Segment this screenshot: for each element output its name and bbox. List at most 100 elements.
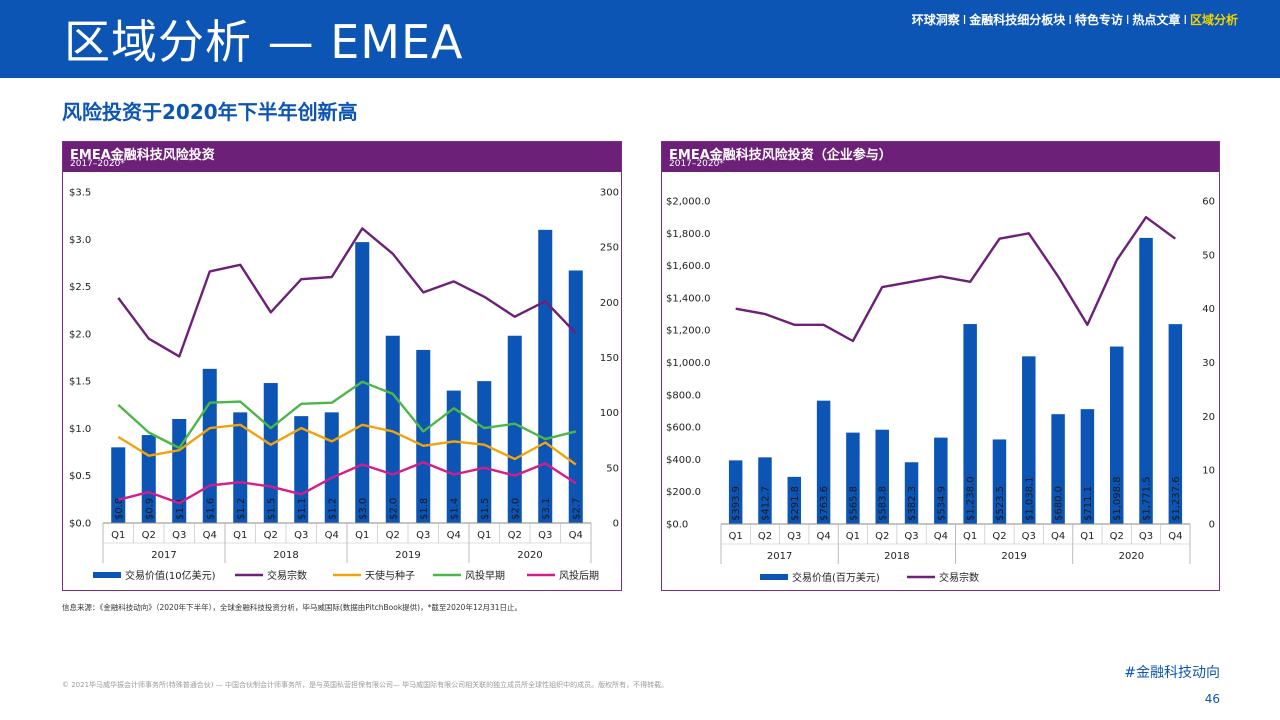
x-tick-label: Q1 — [846, 531, 860, 542]
nav-separator: I — [962, 13, 967, 27]
right-axis-tick-label: 0 — [613, 519, 619, 530]
nav-item[interactable]: 金融科技细分板块 — [969, 13, 1066, 27]
x-tick-label: Q1 — [111, 530, 125, 541]
bar-data-label: $565.8 — [848, 486, 859, 521]
year-label: 2020 — [1119, 551, 1144, 562]
bar — [111, 447, 126, 523]
chart-panel-cvc: EMEA金融科技风险投资（企业参与） 2017–2020* $0.0 $200.0… — [661, 141, 1220, 591]
left-axis-tick-label: $1,600.0 — [666, 261, 711, 272]
x-tick-label: Q1 — [963, 531, 977, 542]
bar — [1022, 356, 1036, 524]
bar — [728, 460, 743, 524]
bar-data-label: $1.8 — [419, 498, 430, 520]
bar-data-label: $412.7 — [760, 486, 771, 521]
bar — [787, 476, 802, 524]
x-tick-label: Q4 — [203, 530, 217, 541]
nav-item[interactable]: 特色专访 — [1074, 13, 1123, 27]
series-line — [118, 461, 577, 505]
bar-data-label: $523.5 — [995, 486, 1006, 521]
year-label: 2018 — [273, 550, 298, 561]
x-tick-label: Q3 — [787, 531, 801, 542]
bar — [1109, 346, 1124, 524]
nav-separator: I — [1183, 13, 1187, 27]
bar-data-label: $1.1 — [297, 498, 308, 520]
bar-data-label: $1.4 — [449, 498, 460, 520]
bar — [385, 335, 400, 523]
bar — [477, 381, 492, 523]
year-label: 2020 — [517, 550, 542, 561]
left-axis-tick-label: $2,000.0 — [666, 197, 711, 208]
left-axis-tick-label: $1.5 — [69, 377, 91, 388]
bar — [538, 229, 553, 524]
vc-chart: $0.0 $0.5 $1.0 $1.5 $2.0 $2.5 $3.0 $3.5 0 50 100 15… — [69, 188, 619, 583]
bar — [233, 412, 248, 523]
chart-title: EMEA金融科技风险投资 — [70, 148, 215, 163]
left-axis-tick-label: $0.0 — [69, 519, 91, 530]
bar — [294, 416, 309, 523]
bar — [934, 437, 948, 524]
bar-data-label: $3.0 — [358, 498, 369, 520]
x-tick-label: Q2 — [386, 530, 400, 541]
x-tick-label: Q4 — [1051, 531, 1065, 542]
bar — [846, 432, 860, 524]
left-axis-tick-label: $0.5 — [69, 471, 91, 482]
left-axis-tick-label: $800.0 — [666, 390, 701, 401]
left-axis-tick-label: $3.0 — [69, 235, 91, 246]
series-line — [117, 380, 577, 450]
bar-data-label: $711.1 — [1083, 486, 1094, 521]
bar — [816, 400, 831, 524]
nav-item[interactable]: 热点文章 — [1132, 13, 1181, 27]
left-axis-tick-label: $1,000.0 — [666, 358, 711, 369]
bar — [992, 439, 1007, 524]
x-tick-label: Q3 — [294, 530, 308, 541]
bar-data-label: $1,771.5 — [1142, 476, 1153, 521]
legend-label: 交易宗数 — [939, 571, 979, 584]
bar-data-label: $583.8 — [878, 486, 889, 521]
left-axis-tick-label: $1,800.0 — [666, 229, 711, 240]
bar — [904, 462, 919, 524]
left-axis-tick-label: $1.0 — [69, 424, 91, 435]
right-axis-tick-label: 60 — [1202, 197, 1215, 208]
bar — [446, 390, 461, 523]
bar-data-label: $0.9 — [144, 498, 155, 520]
right-axis-tick-label: 300 — [600, 188, 619, 199]
x-tick-label: Q1 — [233, 530, 247, 541]
left-axis-tick-label: $0.0 — [666, 520, 688, 531]
x-tick-label: Q1 — [1080, 531, 1094, 542]
year-label: 2019 — [1001, 551, 1026, 562]
left-axis-tick-label: $600.0 — [666, 423, 701, 434]
hashtag-label: #金融科技动向 — [1124, 665, 1220, 681]
bar — [1080, 409, 1095, 524]
year-label: 2017 — [151, 550, 176, 561]
panel-header: EMEA金融科技风险投资（企业参与） 2017–2020* — [662, 142, 1219, 172]
section-subtitle: 风险投资于2020年下半年创新高 — [62, 100, 358, 124]
legend-swatch — [760, 574, 788, 580]
right-axis-tick-label: 20 — [1202, 412, 1215, 423]
x-tick-label: Q3 — [172, 530, 186, 541]
bar-data-label: $1,038.1 — [1024, 476, 1035, 521]
right-axis-tick-label: 40 — [1202, 304, 1215, 315]
x-tick-label: Q4 — [325, 530, 339, 541]
right-axis-tick-label: 10 — [1202, 466, 1215, 477]
x-tick-label: Q2 — [1110, 531, 1124, 542]
x-tick-label: Q2 — [264, 530, 278, 541]
bar-data-label: $680.0 — [1054, 486, 1065, 521]
bar-data-label: $382.3 — [907, 486, 918, 521]
bar-data-label: $291.8 — [790, 486, 801, 521]
x-tick-label: Q2 — [875, 531, 889, 542]
x-tick-label: Q2 — [992, 531, 1006, 542]
bar-data-label: $1.5 — [266, 498, 277, 520]
x-tick-label: Q4 — [569, 530, 583, 541]
nav-item[interactable]: 环球洞察 — [911, 13, 960, 27]
x-tick-label: Q4 — [816, 531, 830, 542]
bar-data-label: $1.5 — [480, 498, 491, 520]
bar-data-label: $2.0 — [510, 498, 521, 520]
series-line — [735, 216, 1177, 343]
nav-item[interactable]: 区域分析 — [1189, 13, 1238, 27]
header-bar: 区域分析 — EMEA 环球洞察 I 金融科技细分板块 I 特色专访 I 热点文章 I 区域分析 — [0, 0, 1280, 78]
left-axis-tick-label: $1,400.0 — [666, 293, 711, 304]
page-number: 46 — [1204, 692, 1220, 706]
x-tick-label: Q3 — [1139, 531, 1153, 542]
legend-label: 天使与种子 — [365, 569, 415, 582]
bar — [875, 429, 889, 524]
